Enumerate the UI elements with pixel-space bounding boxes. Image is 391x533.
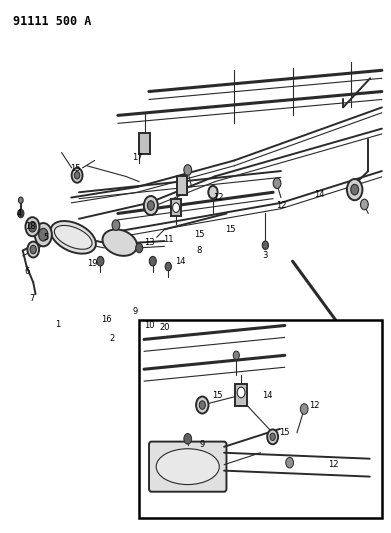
Circle shape <box>29 221 36 232</box>
Text: 6: 6 <box>24 268 29 276</box>
Circle shape <box>172 203 179 213</box>
Circle shape <box>270 433 275 441</box>
Circle shape <box>262 241 269 249</box>
Text: 12: 12 <box>213 193 224 202</box>
Circle shape <box>300 403 308 414</box>
Bar <box>171 199 181 216</box>
Text: 1: 1 <box>55 320 60 329</box>
Text: 14: 14 <box>175 257 185 265</box>
Text: 19: 19 <box>87 260 98 268</box>
Circle shape <box>144 196 158 215</box>
Circle shape <box>18 197 23 204</box>
Text: 12: 12 <box>328 460 339 469</box>
Text: 12: 12 <box>308 400 319 409</box>
FancyBboxPatch shape <box>149 442 226 492</box>
Circle shape <box>18 209 24 217</box>
Text: 15: 15 <box>212 391 222 400</box>
Ellipse shape <box>54 225 92 249</box>
Bar <box>235 384 247 406</box>
Circle shape <box>136 243 143 253</box>
Circle shape <box>233 351 239 360</box>
Circle shape <box>97 256 104 266</box>
Circle shape <box>184 165 192 175</box>
Text: 4: 4 <box>16 209 22 218</box>
Circle shape <box>361 199 368 210</box>
Text: 7: 7 <box>30 294 35 303</box>
Text: 12: 12 <box>276 201 286 210</box>
Bar <box>139 133 150 154</box>
Text: 20: 20 <box>159 323 170 332</box>
Circle shape <box>27 241 39 257</box>
Circle shape <box>196 397 208 414</box>
Text: 5: 5 <box>43 233 48 242</box>
Ellipse shape <box>156 449 219 484</box>
Text: 15: 15 <box>280 429 290 438</box>
Circle shape <box>147 201 154 211</box>
Text: 14: 14 <box>314 190 325 199</box>
Circle shape <box>199 401 205 409</box>
Text: 18: 18 <box>25 222 36 231</box>
Circle shape <box>184 433 192 444</box>
Text: 13: 13 <box>143 238 154 247</box>
Text: 9: 9 <box>200 440 205 449</box>
Circle shape <box>72 168 83 183</box>
Text: 2: 2 <box>109 334 115 343</box>
Text: 3: 3 <box>263 252 268 261</box>
Circle shape <box>25 217 39 236</box>
Text: 14: 14 <box>262 391 273 400</box>
Circle shape <box>208 186 218 199</box>
Circle shape <box>74 172 80 179</box>
Text: 10: 10 <box>143 321 154 330</box>
Circle shape <box>347 179 362 200</box>
Circle shape <box>165 262 171 271</box>
Text: 15: 15 <box>225 225 236 234</box>
Text: 9: 9 <box>133 307 138 316</box>
Ellipse shape <box>102 229 137 256</box>
Circle shape <box>286 457 294 468</box>
Circle shape <box>30 245 36 254</box>
Circle shape <box>112 220 120 230</box>
Bar <box>139 319 382 519</box>
Text: 8: 8 <box>197 246 202 255</box>
Circle shape <box>39 228 48 241</box>
Circle shape <box>267 430 278 445</box>
Circle shape <box>273 178 281 189</box>
Text: 16: 16 <box>101 315 111 324</box>
Ellipse shape <box>50 221 96 254</box>
Text: 15: 15 <box>70 164 81 173</box>
Circle shape <box>351 184 359 195</box>
Bar <box>177 176 187 195</box>
Circle shape <box>237 387 245 398</box>
Text: 15: 15 <box>194 230 204 239</box>
Text: 11: 11 <box>163 236 174 245</box>
Text: 91111 500 A: 91111 500 A <box>13 14 91 28</box>
Circle shape <box>35 223 52 246</box>
Text: 17: 17 <box>132 154 143 163</box>
Circle shape <box>149 256 156 266</box>
